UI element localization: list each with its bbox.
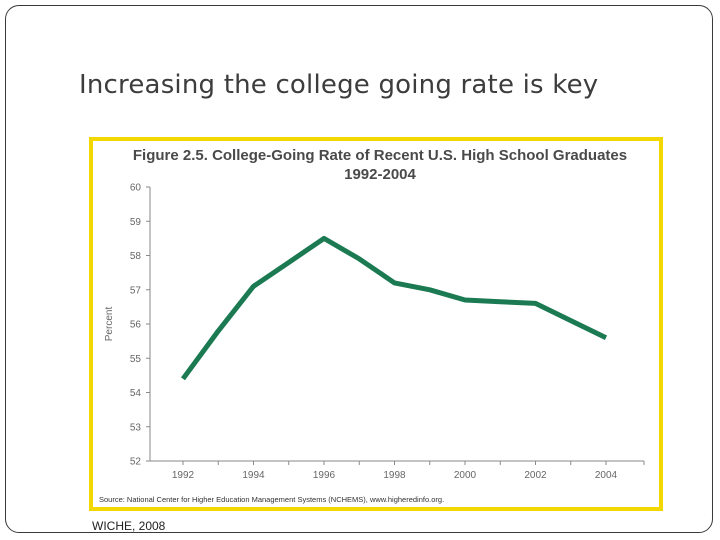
x-tick-label: 1996 [313,470,336,481]
series-layer [180,235,608,381]
x-tick-label: 1992 [172,470,195,481]
x-tick-label: 2000 [454,470,477,481]
chart-subtitle: 1992-2004 [344,166,416,183]
y-tick-label: 56 [130,320,142,331]
y-tick-label: 57 [130,285,142,296]
credit-text: WICHE, 2008 [92,519,166,533]
x-tick-label: 2004 [595,470,618,481]
chart-title: Figure 2.5. College-Going Rate of Recent… [133,147,627,164]
x-tick-label: 1998 [383,470,406,481]
y-tick-label: 53 [130,422,142,433]
y-tick-label: 58 [130,251,142,262]
x-tick-label: 1994 [242,470,265,481]
y-tick-label: 59 [130,217,142,228]
tick-labels: 60 59 58 57 56 55 54 53 52 1992 1994 1996 1998 2000 20… [130,183,618,482]
y-tick-label: 60 [130,183,142,194]
y-axis-label: Percent [104,307,115,342]
axes [146,186,645,465]
slide-title: Increasing the college going rate is key [79,70,599,100]
y-tick-label: 54 [130,388,142,399]
x-tick-label: 2002 [524,470,547,481]
series-line [180,235,608,381]
y-tick-label: 52 [130,457,142,468]
source-note: Source: National Center for Higher Educa… [99,495,444,504]
line-chart: Figure 2.5. College-Going Rate of Recent… [99,147,645,504]
figure-box: Figure 2.5. College-Going Rate of Recent… [89,137,663,511]
y-tick-label: 55 [130,354,142,365]
